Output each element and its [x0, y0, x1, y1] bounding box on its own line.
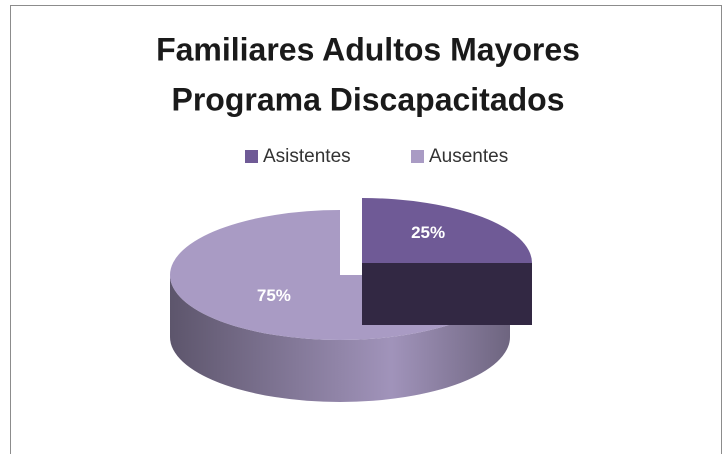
- chart-title: Programa Discapacitados: [171, 81, 564, 117]
- slice-side-shade: [170, 275, 510, 402]
- data-label: 75%: [257, 286, 291, 305]
- legend-swatch: [411, 150, 424, 163]
- legend-swatch: [245, 150, 258, 163]
- data-label: 25%: [411, 223, 445, 242]
- legend-label: Ausentes: [429, 146, 508, 167]
- slice-face-shade: [362, 263, 532, 325]
- slice: [362, 198, 532, 263]
- chart-title: Familiares Adultos Mayores: [156, 31, 580, 67]
- legend-label: Asistentes: [263, 146, 351, 167]
